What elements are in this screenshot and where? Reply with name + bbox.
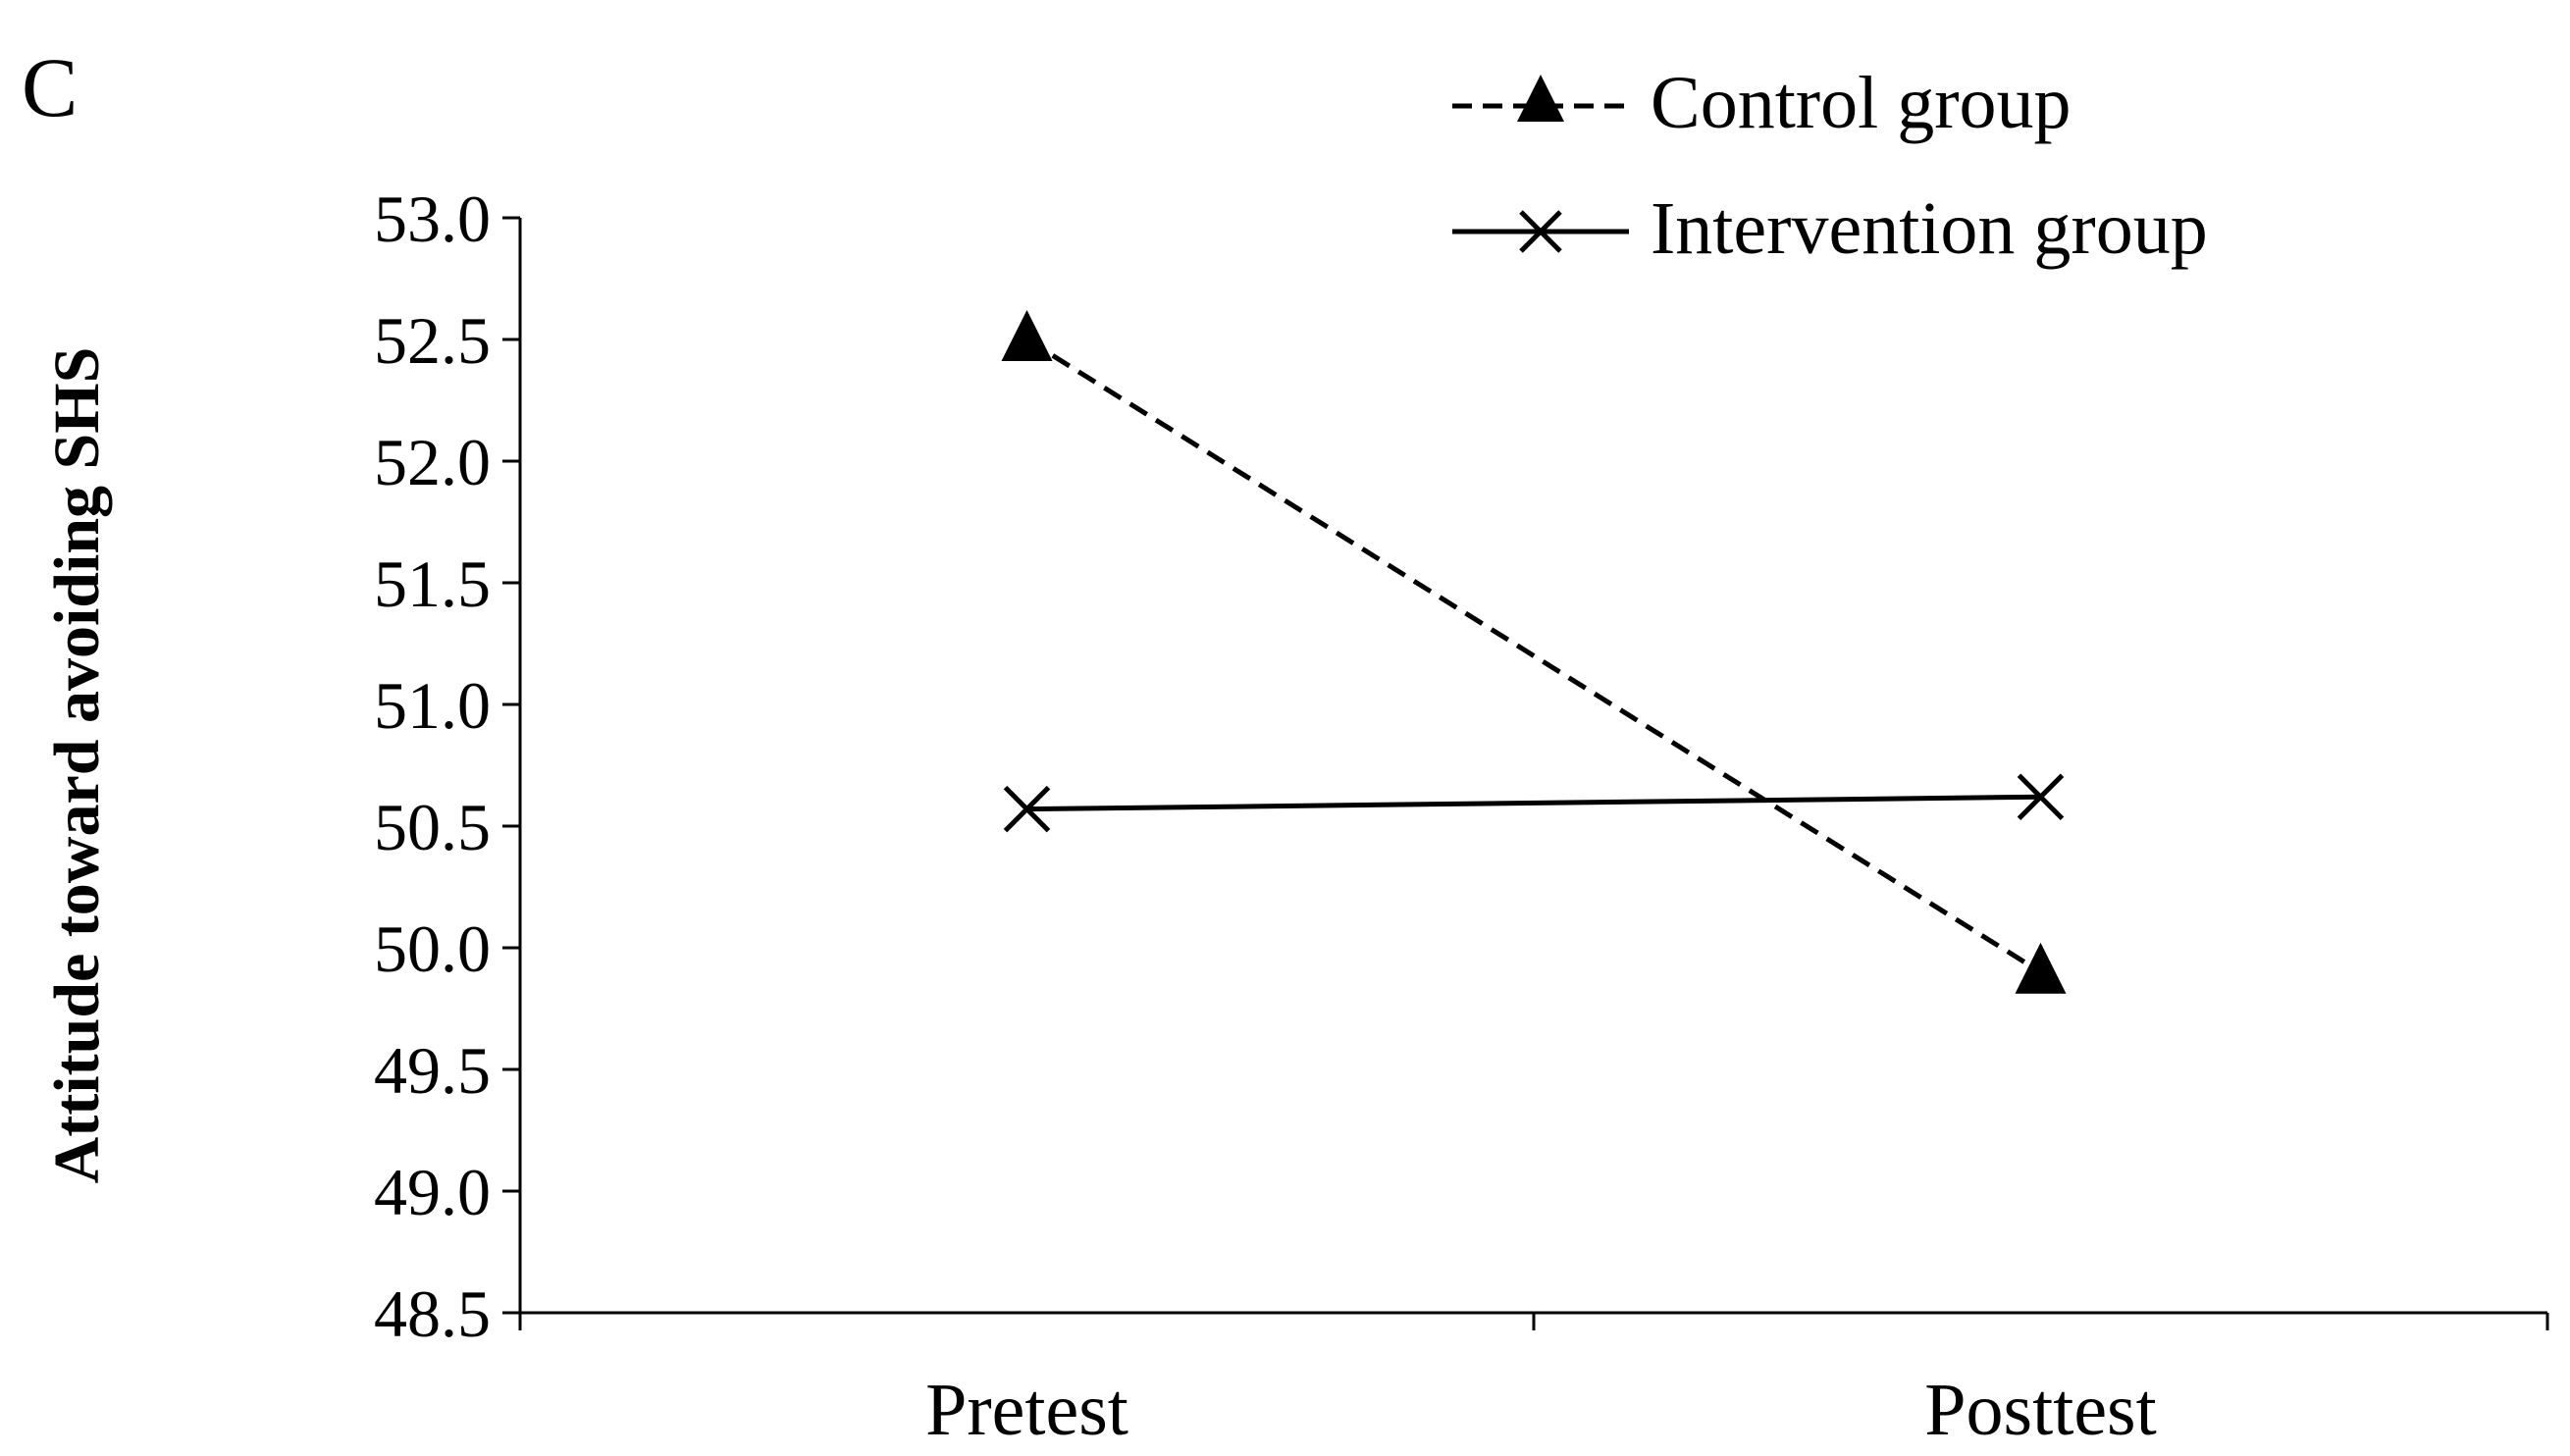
legend-item-intervention: Intervention group xyxy=(1452,187,2208,270)
x-category-label: Pretest xyxy=(925,1369,1128,1451)
y-tick-label: 51.0 xyxy=(374,668,491,743)
x-category-label: Posttest xyxy=(1924,1369,2157,1451)
legend-label-intervention: Intervention group xyxy=(1651,187,2208,270)
y-tick-label: 49.0 xyxy=(374,1155,491,1229)
legend-item-control: Control group xyxy=(1452,62,2072,144)
control-point-pretest xyxy=(1001,310,1053,361)
y-tick-label: 53.0 xyxy=(374,182,491,256)
legend-triangle-marker xyxy=(1517,75,1564,122)
legend: Control group Intervention group xyxy=(1452,62,2208,270)
y-tick-label: 48.5 xyxy=(374,1276,491,1351)
y-axis-label: Attitude toward avoiding SHS xyxy=(41,347,113,1184)
plot-area xyxy=(1001,310,2067,994)
y-tick-label: 52.0 xyxy=(374,425,491,499)
series-line-intervention xyxy=(1026,794,2041,812)
y-tick-label: 52.5 xyxy=(374,303,491,378)
intervention-point-pretest xyxy=(1003,785,1051,833)
y-tick-label: 51.5 xyxy=(374,546,491,621)
legend-x-marker xyxy=(1519,210,1562,253)
series-line-control xyxy=(1025,337,2042,974)
y-tick-label: 50.0 xyxy=(374,911,491,986)
y-tick-label: 49.5 xyxy=(374,1033,491,1108)
x-axis: Pretest Posttest xyxy=(518,1311,2549,1451)
y-axis: 48.5 49.0 49.5 50.0 50.5 51.0 51.5 52.0 52.5 53.0 xyxy=(374,182,522,1351)
intervention-point-posttest xyxy=(2017,773,2065,821)
panel-label: C xyxy=(22,40,78,134)
legend-label-control: Control group xyxy=(1651,62,2072,144)
y-tick-label: 50.5 xyxy=(374,790,491,864)
y-ticks: 48.5 49.0 49.5 50.0 50.5 51.0 51.5 52.0 52.5 53.0 xyxy=(374,182,520,1351)
x-ticks: Pretest Posttest xyxy=(518,1313,2549,1451)
control-point-posttest xyxy=(2015,942,2067,994)
